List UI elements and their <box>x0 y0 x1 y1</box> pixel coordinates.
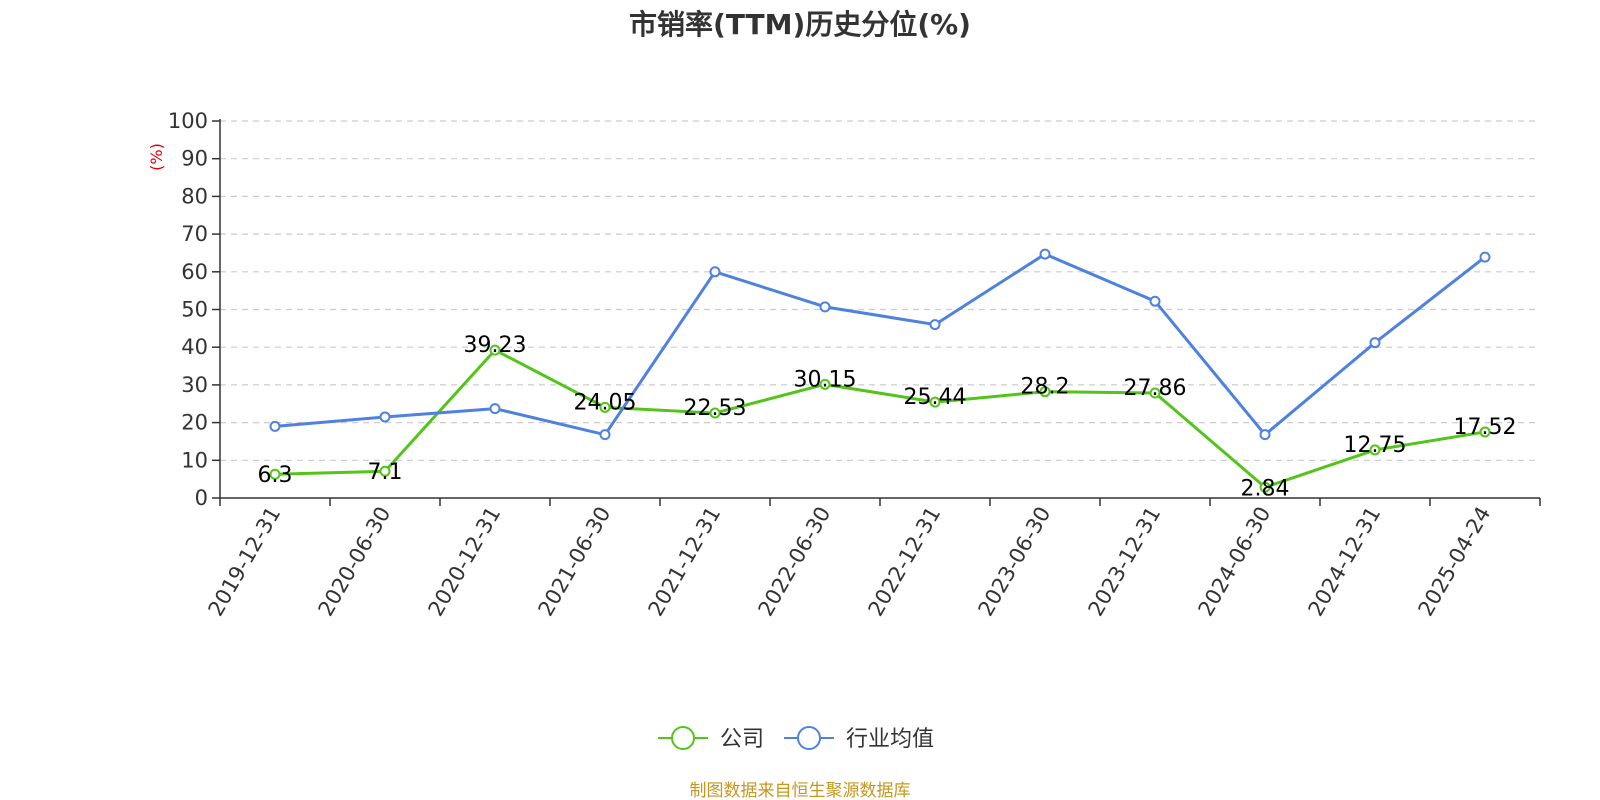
data-point <box>819 378 831 390</box>
data-point <box>1369 337 1381 349</box>
y-tick-label: 0 <box>195 486 208 510</box>
data-label: 39.23 <box>464 333 527 358</box>
data-point <box>1369 444 1381 456</box>
data-label: 27.86 <box>1124 376 1187 401</box>
x-tick-label: 2020-12-31 <box>424 503 506 621</box>
legend-label: 公司 <box>720 727 764 752</box>
y-tick-label: 60 <box>181 260 208 284</box>
series-lines <box>269 248 1491 493</box>
data-point <box>709 407 721 419</box>
data-point <box>379 465 391 477</box>
data-point <box>489 344 501 356</box>
data-point <box>1039 386 1051 398</box>
data-point <box>929 396 941 408</box>
data-point <box>489 403 501 415</box>
data-point <box>1479 426 1491 438</box>
grid-lines <box>220 120 1540 461</box>
data-point <box>269 468 281 480</box>
y-tick-label: 40 <box>181 335 208 359</box>
source-note: 制图数据来自恒生聚源数据库 <box>690 781 911 800</box>
data-point <box>1039 248 1051 260</box>
x-tick-label: 2024-06-30 <box>1194 503 1276 621</box>
legend-item-0[interactable]: 公司 <box>658 726 764 752</box>
series-line-1 <box>274 252 1486 437</box>
legend[interactable]: 公司 行业均值 <box>658 726 934 752</box>
data-label: 22.53 <box>684 396 747 421</box>
x-tick-label: 2022-06-30 <box>754 503 836 621</box>
data-point <box>1259 481 1271 493</box>
y-tick-label: 80 <box>181 184 208 208</box>
x-tick-label: 2020-06-30 <box>314 503 396 621</box>
data-point <box>1479 251 1491 263</box>
legend-item-1[interactable]: 行业均值 <box>784 726 934 752</box>
data-label: 30.15 <box>794 367 857 392</box>
x-tick-label: 2024-12-31 <box>1304 503 1386 621</box>
data-label: 12.75 <box>1344 433 1407 458</box>
x-tick-label: 2022-12-31 <box>864 503 946 621</box>
y-tick-label: 30 <box>181 373 208 397</box>
data-label: 2.84 <box>1241 476 1290 501</box>
data-point <box>269 420 281 432</box>
x-tick-label: 2021-06-30 <box>534 503 616 621</box>
y-tick-label: 90 <box>181 147 208 171</box>
chart-title: 市销率(TTM)历史分位(%) <box>629 8 971 41</box>
y-tick-label: 10 <box>181 448 208 472</box>
data-labels: 6.3 7.1 39.23 24.05 22.53 30.15 25.44 28.2 27.86… <box>258 333 1517 501</box>
data-point <box>599 401 611 413</box>
x-tick-label: 2023-12-31 <box>1084 503 1166 621</box>
data-label: 25.44 <box>904 385 967 410</box>
data-point <box>599 429 611 441</box>
data-label: 28.2 <box>1021 375 1070 400</box>
x-tick-label: 2021-12-31 <box>644 503 726 621</box>
y-tick-label: 70 <box>181 222 208 246</box>
legend-label: 行业均值 <box>846 727 934 752</box>
data-point <box>709 266 721 278</box>
x-tick-label: 2019-12-31 <box>204 503 286 621</box>
data-point <box>1149 387 1161 399</box>
x-tick-label: 2025-04-24 <box>1414 503 1496 621</box>
data-label: 7.1 <box>368 460 403 485</box>
y-tick-label: 100 <box>168 109 208 133</box>
legend-marker-icon <box>671 726 695 750</box>
data-point <box>929 319 941 331</box>
x-tick-label: 2023-06-30 <box>974 503 1056 621</box>
data-point <box>1149 295 1161 307</box>
data-point <box>379 411 391 423</box>
y-tick-label: 50 <box>181 298 208 322</box>
axes: 0 10 20 30 40 50 60 70 80 90 100 2019-12-31 2020-06-… <box>168 109 1541 621</box>
y-tick-label: 20 <box>181 411 208 435</box>
legend-marker-icon <box>797 726 821 750</box>
data-point <box>819 301 831 313</box>
data-label: 6.3 <box>258 463 293 488</box>
y-axis-unit-label: (%) <box>147 143 166 171</box>
data-label: 24.05 <box>574 390 637 415</box>
data-point <box>1259 429 1271 441</box>
data-label: 17.52 <box>1454 415 1517 440</box>
series-line-0 <box>274 348 1486 489</box>
